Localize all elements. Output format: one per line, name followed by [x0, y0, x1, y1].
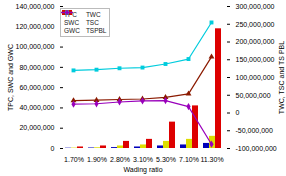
svg-text:2.80%: 2.80% [110, 156, 130, 163]
svg-text:200,000,000: 200,000,000 [236, 38, 275, 45]
svg-text:50,000,000: 50,000,000 [236, 91, 271, 98]
html-text:TSC: TSC [85, 19, 99, 26]
svg-text:150,000,000: 150,000,000 [236, 56, 275, 63]
svg-text:TWC, TSC and TS PBL: TWC, TSC and TS PBL [278, 41, 285, 114]
svg-text:TPC, SWC and GWC: TPC, SWC and GWC [7, 44, 14, 111]
html-text:TPC: TPC [64, 11, 77, 18]
svg-text:-50,000,000: -50,000,000 [236, 127, 273, 134]
html-text:TSPBL: TSPBL [85, 27, 107, 34]
svg-text:20,000,000: 20,000,000 [19, 124, 54, 131]
html-text:TWC: TWC [85, 11, 101, 18]
svg-text:Wading ratio: Wading ratio [123, 166, 162, 174]
svg-text:300,000,000: 300,000,000 [236, 3, 275, 10]
svg-text:7.10%: 7.10% [179, 156, 199, 163]
svg-text:1.90%: 1.90% [87, 156, 107, 163]
html-text:SWC: SWC [64, 19, 80, 26]
svg-text:0: 0 [51, 145, 55, 152]
svg-text:40,000,000: 40,000,000 [19, 104, 54, 111]
svg-text:0: 0 [236, 109, 240, 116]
svg-text:100,000,000: 100,000,000 [236, 74, 275, 81]
svg-text:1.70%: 1.70% [64, 156, 84, 163]
svg-text:5.30%: 5.30% [156, 156, 176, 163]
svg-text:11.30%: 11.30% [200, 156, 223, 163]
svg-text:100,000,000: 100,000,000 [16, 43, 55, 50]
svg-text:60,000,000: 60,000,000 [19, 84, 54, 91]
svg-text:-100,000,000: -100,000,000 [236, 145, 277, 152]
svg-text:250,000,000: 250,000,000 [236, 20, 275, 27]
svg-text:3.10%: 3.10% [133, 156, 153, 163]
svg-text:80,000,000: 80,000,000 [19, 64, 54, 71]
svg-text:140,000,000: 140,000,000 [16, 3, 55, 10]
svg-text:120,000,000: 120,000,000 [16, 23, 55, 30]
html-text:GWC: GWC [64, 27, 80, 34]
